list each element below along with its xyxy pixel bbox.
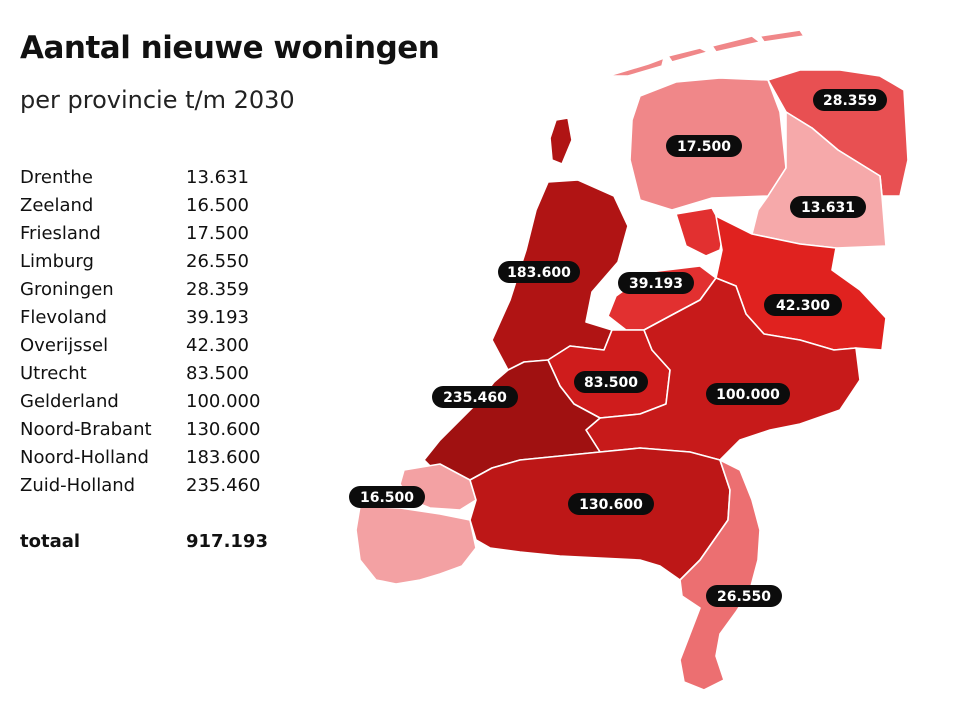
label-groningen-text: 28.359 bbox=[823, 93, 877, 109]
province-name: Limburg bbox=[20, 251, 94, 272]
label-zuid-holland: 235.460 bbox=[432, 386, 518, 408]
province-value: 235.460 bbox=[186, 475, 261, 496]
label-drenthe: 13.631 bbox=[790, 196, 866, 218]
map-title: Aantal nieuwe woningen bbox=[20, 30, 440, 66]
texel-island bbox=[549, 117, 573, 165]
province-value: 83.500 bbox=[186, 363, 249, 384]
province-name: Noord-Brabant bbox=[20, 419, 152, 440]
table-row: Friesland 17.500 bbox=[20, 220, 290, 248]
label-flevoland-text: 39.193 bbox=[629, 276, 683, 292]
table-row: Gelderland 100.000 bbox=[20, 388, 290, 416]
province-value: 17.500 bbox=[186, 223, 249, 244]
label-utrecht: 83.500 bbox=[574, 371, 648, 393]
province-value: 183.600 bbox=[186, 447, 261, 468]
label-zeeland: 16.500 bbox=[349, 486, 425, 508]
table-row: Overijssel 42.300 bbox=[20, 332, 290, 360]
province-name: Noord-Holland bbox=[20, 447, 149, 468]
table-row: Groningen 28.359 bbox=[20, 276, 290, 304]
table-row: Utrecht 83.500 bbox=[20, 360, 290, 388]
province-name: Drenthe bbox=[20, 167, 93, 188]
label-noord-brabant: 130.600 bbox=[568, 493, 654, 515]
province-name: Gelderland bbox=[20, 391, 119, 412]
total-value: 917.193 bbox=[186, 531, 268, 552]
total-label: totaal bbox=[20, 531, 81, 552]
label-flevoland: 39.193 bbox=[618, 272, 694, 294]
map-subtitle: per provincie t/m 2030 bbox=[20, 86, 295, 114]
label-noord-holland-text: 183.600 bbox=[507, 265, 571, 281]
table-row: Drenthe 13.631 bbox=[20, 164, 290, 192]
province-name: Groningen bbox=[20, 279, 114, 300]
label-overijssel-text: 42.300 bbox=[776, 298, 830, 314]
province-value: 39.193 bbox=[186, 307, 249, 328]
table-row: Zuid-Holland 235.460 bbox=[20, 472, 290, 500]
table-row: Flevoland 39.193 bbox=[20, 304, 290, 332]
province-name: Utrecht bbox=[20, 363, 87, 384]
province-value: 16.500 bbox=[186, 195, 249, 216]
province-gelderland bbox=[585, 277, 861, 461]
label-noord-brabant-text: 130.600 bbox=[579, 497, 643, 513]
province-table: Drenthe 13.631 Zeeland 16.500 Friesland 17.… bbox=[20, 164, 290, 556]
table-row: Zeeland 16.500 bbox=[20, 192, 290, 220]
netherlands-map: 28.359 17.500 13.631 183.600 39.193 42.3… bbox=[349, 29, 909, 691]
label-limburg-text: 26.550 bbox=[717, 589, 771, 605]
province-value: 100.000 bbox=[186, 391, 261, 412]
province-value: 13.631 bbox=[186, 167, 249, 188]
label-drenthe-text: 13.631 bbox=[801, 200, 855, 216]
province-name: Flevoland bbox=[20, 307, 107, 328]
label-gelderland-text: 100.000 bbox=[716, 387, 780, 403]
label-noord-holland: 183.600 bbox=[498, 261, 580, 283]
province-name: Friesland bbox=[20, 223, 101, 244]
wadden-islands bbox=[607, 29, 805, 77]
label-limburg: 26.550 bbox=[706, 585, 782, 607]
province-name: Zeeland bbox=[20, 195, 94, 216]
label-friesland: 17.500 bbox=[666, 135, 742, 157]
label-gelderland: 100.000 bbox=[706, 383, 790, 405]
label-friesland-text: 17.500 bbox=[677, 139, 731, 155]
province-name: Zuid-Holland bbox=[20, 475, 136, 496]
province-value: 130.600 bbox=[186, 419, 261, 440]
province-name: Overijssel bbox=[20, 335, 109, 356]
label-zuid-holland-text: 235.460 bbox=[443, 390, 507, 406]
province-value: 26.550 bbox=[186, 251, 249, 272]
label-utrecht-text: 83.500 bbox=[584, 375, 638, 391]
table-row: Noord-Holland 183.600 bbox=[20, 444, 290, 472]
label-zeeland-text: 16.500 bbox=[360, 490, 414, 506]
label-overijssel: 42.300 bbox=[764, 294, 842, 316]
table-row: Noord-Brabant 130.600 bbox=[20, 416, 290, 444]
total-row: totaal 917.193 bbox=[20, 528, 290, 556]
label-groningen: 28.359 bbox=[813, 89, 887, 111]
province-limburg bbox=[679, 459, 761, 691]
province-value: 42.300 bbox=[186, 335, 249, 356]
province-value: 28.359 bbox=[186, 279, 249, 300]
table-row: Limburg 26.550 bbox=[20, 248, 290, 276]
province-zeeland bbox=[355, 463, 477, 585]
